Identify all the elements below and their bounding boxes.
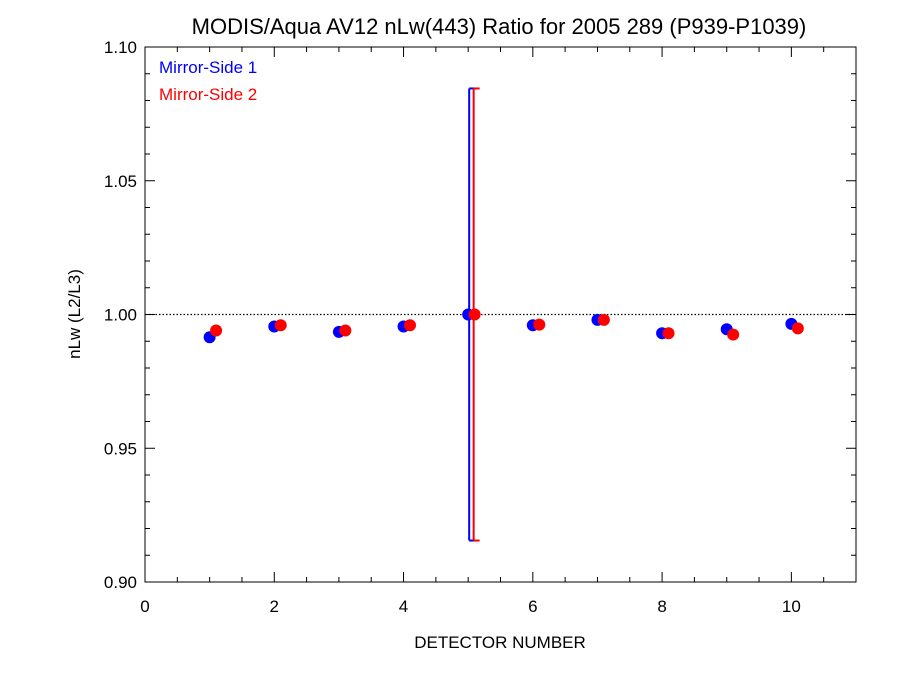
data-point-series-2 [533, 318, 546, 331]
y-tick-label: 1.05 [104, 172, 137, 191]
data-point-series-2 [662, 327, 675, 340]
x-tick-label: 6 [528, 597, 537, 616]
data-point-series-2 [791, 322, 804, 335]
points-layer [203, 308, 804, 344]
legend-label-mirror-side-1: Mirror-Side 1 [159, 58, 257, 77]
y-tick-label: 0.90 [104, 573, 137, 592]
x-tick-label: 10 [782, 597, 801, 616]
x-tick-label: 0 [140, 597, 149, 616]
y-tick-label: 0.95 [104, 439, 137, 458]
data-point-series-2 [210, 324, 223, 337]
data-point-series-2 [597, 313, 610, 326]
legend: Mirror-Side 1 Mirror-Side 2 [159, 58, 257, 104]
legend-label-mirror-side-2: Mirror-Side 2 [159, 85, 257, 104]
x-tick-label: 2 [270, 597, 279, 616]
y-axis-label: nLw (L2/L3) [65, 269, 84, 359]
x-axis-label: DETECTOR NUMBER [414, 633, 586, 652]
y-tick-label: 1.10 [104, 38, 137, 57]
chart-title: MODIS/Aqua AV12 nLw(443) Ratio for 2005 … [192, 14, 807, 39]
data-point-series-2 [404, 319, 417, 332]
data-point-series-2 [274, 319, 287, 332]
y-tick-label: 1.00 [104, 306, 137, 325]
plot-frame [144, 46, 857, 583]
ticks-layer: 0 2 4 6 8 10 0.90 0.95 1.00 1.05 1.10 [104, 38, 857, 616]
x-tick-label: 8 [657, 597, 666, 616]
data-point-series-2 [339, 324, 352, 337]
data-point-series-2 [468, 308, 481, 321]
x-tick-label: 4 [399, 597, 408, 616]
data-point-series-2 [727, 328, 740, 341]
